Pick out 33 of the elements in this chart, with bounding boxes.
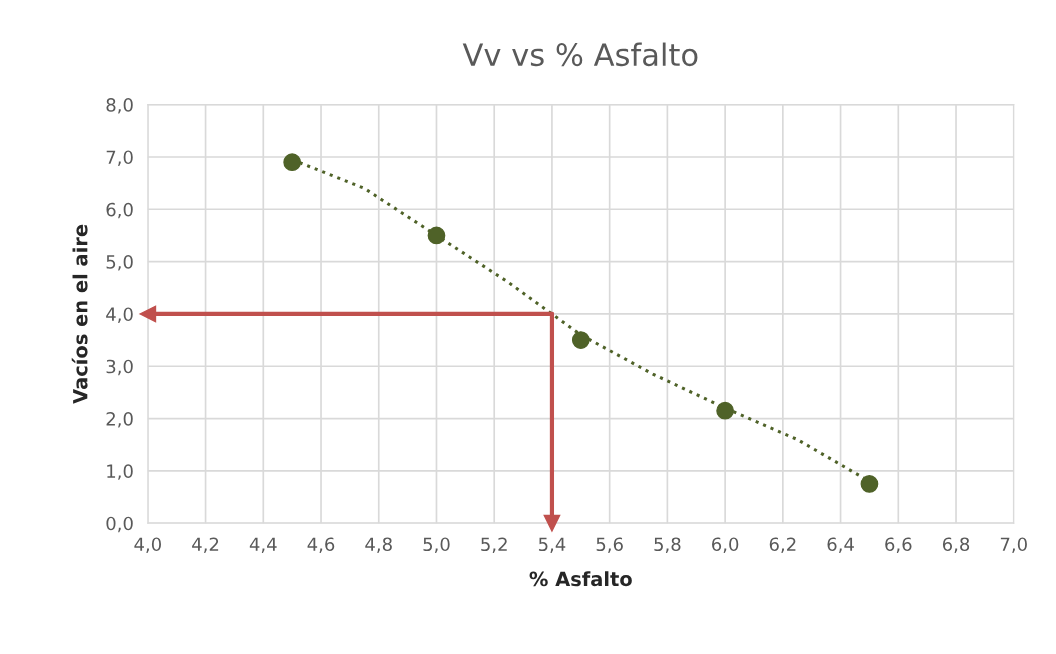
point	[860, 475, 879, 493]
y-tick-label: 8,0	[106, 98, 133, 114]
point	[571, 331, 590, 349]
x-tick-label: 4,6	[307, 537, 335, 553]
chart-title: Vv vs % Asfalto	[462, 42, 698, 67]
y-axis-title: Vacíos en el aire	[71, 224, 88, 404]
y-tick-label: 3,0	[106, 359, 133, 376]
point	[427, 226, 446, 245]
x-tick-label: 5,4	[538, 537, 566, 553]
y-tick-label: 5,0	[106, 255, 133, 271]
point	[283, 153, 302, 172]
x-tick-label: 4,2	[192, 537, 219, 553]
point	[716, 401, 734, 420]
y-tick-label: 2,0	[106, 412, 133, 428]
x-tick-label: 4,8	[365, 537, 392, 553]
y-tick-label: 0,0	[106, 516, 133, 533]
x-tick-label: 6,6	[885, 537, 912, 553]
x-tick-label: 5,2	[481, 537, 507, 553]
x-tick-label: 4,4	[249, 537, 277, 553]
x-tick-label: 4,0	[134, 537, 161, 553]
x-tick-label: 6,2	[769, 537, 796, 553]
x-tick-label: 6,8	[942, 537, 970, 553]
x-tick-label: 5,8	[654, 537, 681, 553]
x-tick-label: 5,0	[423, 537, 450, 553]
y-tick-label: 4,0	[106, 307, 133, 323]
x-tick-label: 7,0	[1000, 537, 1027, 553]
y-tick-label: 7,0	[106, 150, 133, 166]
x-tick-label: 5,6	[596, 537, 623, 553]
x-tick-label: 6,4	[827, 537, 854, 553]
y-tick-label: 6,0	[106, 202, 133, 219]
x-tick-label: 6,0	[712, 537, 739, 553]
x-axis-title: % Asfalto	[529, 571, 632, 587]
y-tick-label: 1,0	[107, 464, 133, 480]
